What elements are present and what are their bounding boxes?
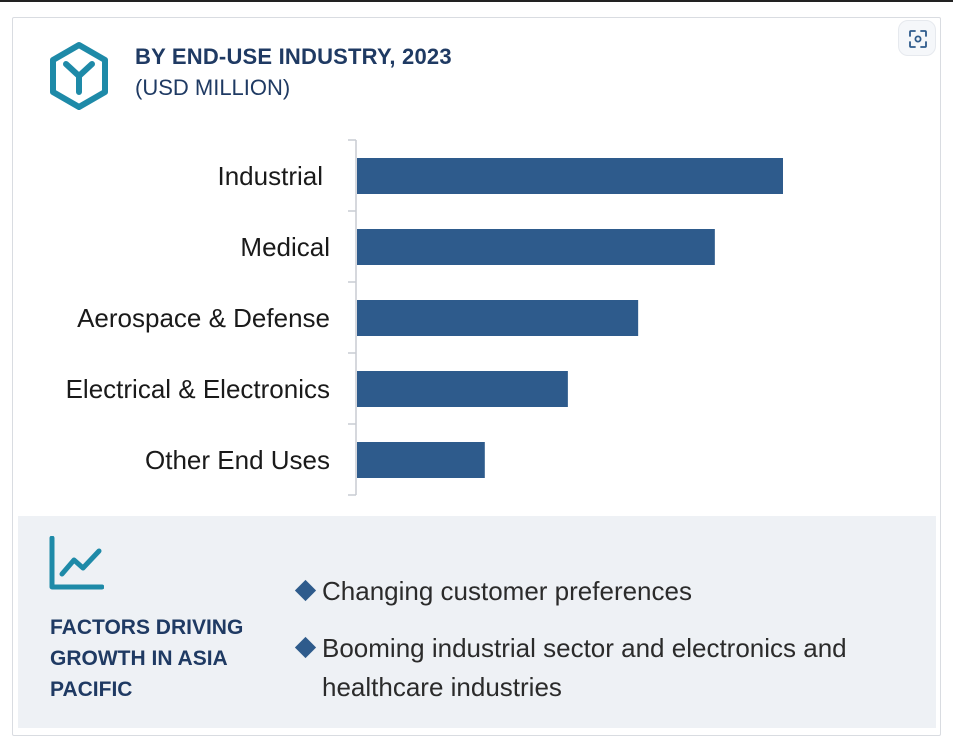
bar	[357, 158, 783, 194]
bar	[357, 229, 715, 265]
factor-bullet: Booming industrial sector and electronic…	[294, 629, 918, 707]
category-label: Aerospace & Defense	[77, 303, 330, 333]
bar-chart: Industrial Medical Aerospace & Defense Elec…	[66, 139, 783, 496]
factor-bullet: Changing customer preferences	[294, 572, 918, 611]
bar	[357, 371, 568, 407]
hexagon-y-icon	[46, 40, 112, 117]
factors-panel: FACTORS DRIVING GROWTH IN ASIA PACIFIC C…	[18, 516, 936, 728]
factors-title: FACTORS DRIVING GROWTH IN ASIA PACIFIC	[50, 616, 244, 701]
trend-chart-icon	[48, 535, 105, 597]
chart-title: BY END-USE INDUSTRY, 2023	[135, 44, 452, 69]
category-label: Other End Uses	[145, 445, 330, 475]
chart-subtitle: (USD MILLION)	[135, 75, 291, 100]
category-label: Electrical & Electronics	[66, 374, 330, 404]
scan-button[interactable]	[898, 20, 936, 56]
factor-text: Booming industrial sector and electronic…	[322, 633, 847, 702]
factor-text: Changing customer preferences	[322, 576, 692, 606]
top-rule	[0, 0, 953, 2]
category-label: Medical	[240, 232, 330, 262]
bar	[357, 442, 485, 478]
bar	[357, 300, 639, 336]
category-label: Industrial	[218, 161, 324, 191]
scan-icon	[909, 30, 927, 48]
